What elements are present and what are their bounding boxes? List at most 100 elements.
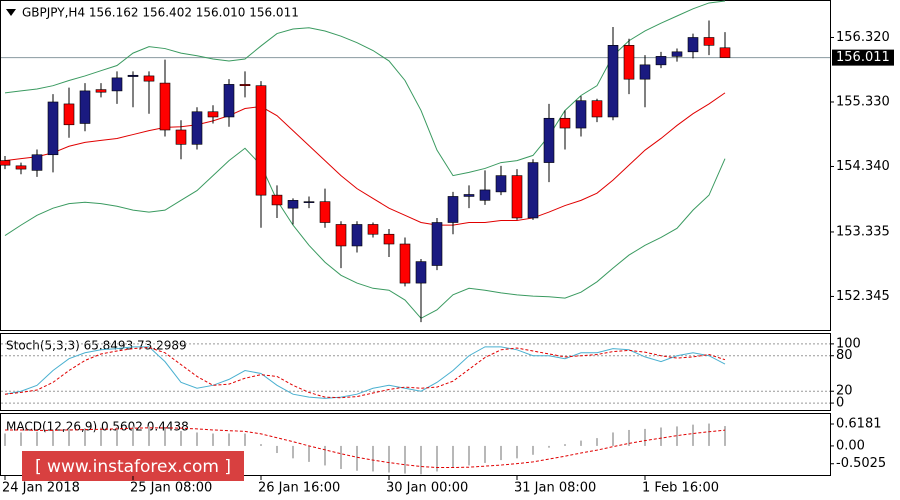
candle-body [335, 224, 347, 247]
candle-body [127, 74, 139, 77]
histogram-bar [324, 445, 326, 466]
candle-body [431, 222, 443, 266]
candle-body [415, 261, 427, 284]
candle-body [175, 129, 187, 145]
histogram-bar [276, 445, 278, 454]
histogram-bar [372, 445, 374, 472]
candle-body [575, 100, 587, 129]
y-tick-label: 153.335 [836, 224, 890, 239]
candle-body [623, 45, 635, 80]
candle-body [287, 200, 299, 209]
candle-body [223, 84, 235, 118]
histogram-bar [292, 445, 294, 459]
candle-body [687, 37, 699, 53]
stoch-panel [0, 333, 831, 411]
candle-body [207, 111, 219, 118]
candle-body [559, 117, 571, 129]
histogram-bar [228, 433, 230, 446]
histogram-bar [580, 440, 582, 446]
stoch-title: Stoch(5,3,3) 65.8493 73.2989 [6, 339, 187, 353]
histogram-bar [212, 433, 214, 446]
price-box [832, 49, 894, 66]
indicator-line [4, 346, 726, 399]
candle-body [63, 103, 75, 126]
candle-body [639, 64, 651, 80]
histogram-bar [404, 445, 406, 474]
histogram-bar [132, 426, 134, 446]
histogram-bar [692, 424, 694, 446]
candle-body [31, 154, 43, 171]
candle-body [111, 77, 123, 92]
candle-body [0, 160, 11, 166]
candle-body [319, 201, 331, 223]
histogram-bar [596, 438, 598, 446]
histogram-bar [340, 445, 342, 469]
histogram-bar [500, 445, 502, 461]
candle-body [255, 85, 267, 196]
candle-body [495, 175, 507, 193]
histogram-bar [20, 432, 22, 446]
macd-panel [0, 413, 831, 476]
histogram-bar [164, 428, 166, 446]
x-tick-label: 26 Jan 16:00 [258, 481, 340, 496]
candle-body [543, 117, 555, 163]
y-tick-label: 154.340 [836, 159, 890, 174]
candle-body [671, 51, 683, 57]
histogram-bar [100, 427, 102, 446]
y-tick-label: -0.5025 [836, 456, 886, 471]
histogram-bar [68, 428, 70, 446]
x-tick-label: 31 Jan 08:00 [514, 481, 596, 496]
candle-body [703, 37, 715, 46]
price-panel [0, 0, 831, 331]
candle-body [399, 243, 411, 284]
watermark: [ www.instaforex.com ] [35, 457, 231, 477]
histogram-bar [356, 445, 358, 471]
y-tick-label: 0.00 [836, 438, 865, 453]
candle-body [159, 82, 171, 131]
candle-body [447, 196, 459, 223]
histogram-bar [612, 432, 614, 446]
y-tick-label: 0 [836, 396, 844, 411]
candle-body [303, 201, 315, 203]
y-tick-label: 152.345 [836, 289, 890, 304]
histogram-bar [660, 427, 662, 446]
histogram-bar [708, 423, 710, 446]
candle-body [79, 90, 91, 124]
candle-body [655, 56, 667, 66]
histogram-bar [4, 433, 6, 446]
histogram-bar [628, 429, 630, 446]
indicator-line [4, 147, 726, 319]
candle-body [591, 100, 603, 118]
candle-body [479, 189, 491, 201]
candle-body [95, 89, 107, 93]
candle-body [607, 45, 619, 118]
candle-body [143, 75, 155, 82]
y-tick-label: 156.320 [836, 30, 890, 45]
histogram-bar [36, 431, 38, 446]
histogram-bar [532, 445, 534, 455]
candle-body [383, 233, 395, 245]
candle-body [367, 224, 379, 235]
candle-body [47, 101, 59, 156]
histogram-bar [484, 445, 486, 463]
indicator-line [4, 92, 726, 226]
histogram-bar [196, 432, 198, 446]
histogram-bar [308, 445, 310, 462]
y-tick-label: 155.330 [836, 94, 890, 109]
histogram-bar [724, 426, 726, 446]
histogram-bar [548, 445, 550, 448]
candle-body [511, 175, 523, 219]
candle-body [239, 84, 251, 86]
histogram-bar [260, 444, 262, 446]
histogram-bar [116, 427, 118, 446]
candle-body [719, 47, 731, 58]
histogram-bar [148, 426, 150, 446]
macd-title: MACD(12,26,9) 0.5602 0.4438 [6, 420, 189, 434]
histogram-bar [84, 428, 86, 446]
histogram-bar [644, 428, 646, 446]
indicator-line [5, 427, 726, 469]
x-tick-label: 25 Jan 08:00 [130, 481, 212, 496]
